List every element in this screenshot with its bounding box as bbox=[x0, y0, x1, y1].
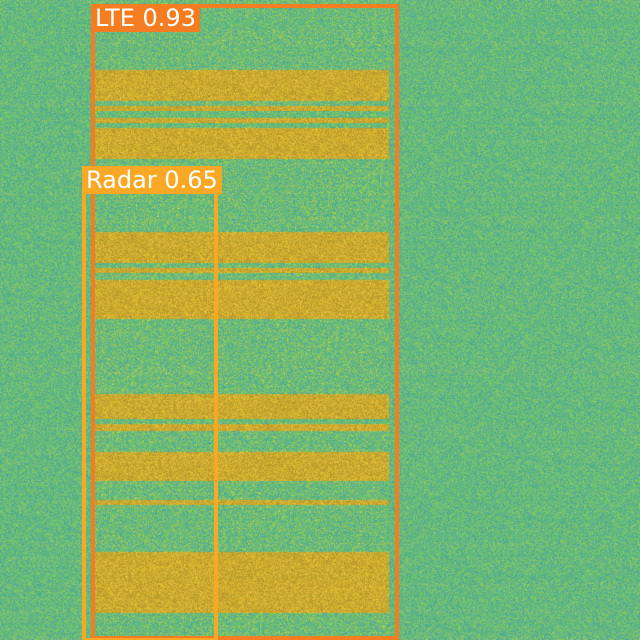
lte-bounding-box bbox=[91, 4, 399, 640]
radar-bounding-box bbox=[82, 190, 218, 640]
radar-detection-label: Radar 0.65 bbox=[82, 166, 222, 194]
lte-detection-label: LTE 0.93 bbox=[91, 4, 200, 32]
